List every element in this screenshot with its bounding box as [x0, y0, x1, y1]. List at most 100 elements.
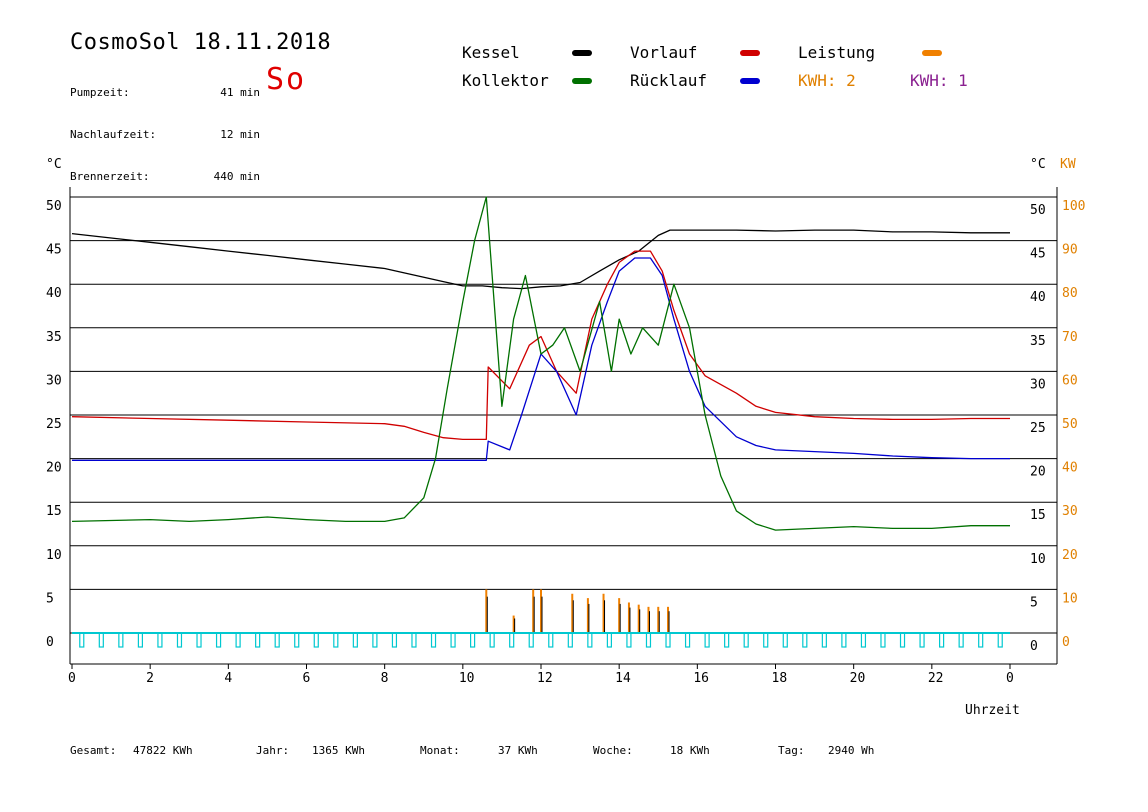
y-tick-kw: 90: [1062, 243, 1078, 258]
footer-gesamt-value: 47822 KWh: [133, 744, 193, 757]
series-line-kollektor: [71, 196, 1010, 531]
pump-marker: [430, 632, 437, 648]
pump-marker: [821, 632, 827, 648]
legend-kwh1-label: KWH: 1: [910, 71, 968, 90]
y-tick-left: 15: [46, 504, 62, 519]
y-tick-right: 10: [1030, 552, 1046, 567]
footer-jahr-label: Jahr:: [256, 744, 290, 757]
x-tick-label: 4: [224, 671, 232, 686]
y-tick-kw: 40: [1062, 461, 1078, 476]
pump-marker: [724, 632, 730, 648]
pump-marker: [528, 632, 534, 648]
y-tick-kw: 50: [1062, 417, 1078, 432]
x-tick-label: 14: [615, 671, 631, 686]
legend-kollektor-swatch: [572, 78, 592, 84]
legend-ruecklauf-swatch: [740, 78, 760, 84]
y-tick-kw: 10: [1062, 591, 1078, 606]
y-tick-left: 45: [46, 243, 62, 258]
pump-marker: [391, 632, 398, 648]
footer-woche-label: Woche:: [593, 744, 633, 757]
y-tick-right: 45: [1030, 247, 1046, 262]
pump-marker: [567, 632, 573, 648]
pump-marker: [626, 632, 632, 648]
weekday-label: So: [266, 62, 307, 97]
y-tick-left: 5: [46, 591, 54, 606]
stat-label: Pumpzeit:: [70, 86, 130, 99]
y-tick-right: 20: [1030, 465, 1046, 480]
y-tick-right: 40: [1030, 290, 1046, 305]
pump-marker: [352, 632, 358, 648]
y-tick-left: 20: [46, 461, 62, 476]
y-tick-kw: 70: [1062, 330, 1078, 345]
footer-tag-value: 2940 Wh: [828, 744, 875, 757]
y-axis-unit-right: °C: [1030, 157, 1046, 172]
y-tick-right: 0: [1030, 639, 1038, 654]
x-tick-label: 8: [381, 671, 389, 686]
y-axis-unit-left: °C: [46, 157, 62, 172]
series-line-kessel: [71, 229, 1010, 290]
pump-marker: [782, 632, 788, 648]
legend-kwh2-label: KWH: 2: [798, 71, 856, 90]
footer-tag-label: Tag:: [778, 744, 805, 757]
pump-marker: [137, 632, 143, 648]
y-tick-right: 50: [1030, 203, 1046, 218]
chart-title: CosmoSol 18.11.2018: [70, 30, 332, 55]
pump-marker: [235, 632, 241, 648]
y-tick-kw: 0: [1062, 635, 1070, 650]
legend-vorlauf-swatch: [740, 50, 760, 56]
y-tick-right: 30: [1030, 377, 1046, 392]
pump-marker: [294, 632, 300, 648]
y-tick-kw: 80: [1062, 286, 1078, 301]
pump-marker: [313, 632, 319, 648]
pump-marker: [548, 632, 554, 648]
y-tick-left: 40: [46, 286, 62, 301]
pump-marker: [79, 632, 85, 648]
pump-marker: [509, 632, 515, 648]
y-tick-left: 10: [46, 548, 62, 563]
pump-marker: [978, 632, 984, 648]
pump-marker: [763, 632, 769, 648]
pump-marker: [899, 632, 906, 648]
pump-marker: [372, 632, 378, 648]
pump-marker: [860, 632, 867, 648]
pump-marker: [606, 632, 612, 648]
stat-brennerzeit: Brennerzeit: 440 min: [70, 170, 260, 184]
pump-marker: [645, 632, 652, 648]
x-tick-label: 0: [68, 671, 76, 686]
legend-kessel-swatch: [572, 50, 592, 56]
y-tick-left: 25: [46, 417, 62, 432]
pump-marker: [665, 632, 671, 648]
x-tick-label: 6: [303, 671, 311, 686]
pump-marker: [255, 632, 261, 648]
y-axis-unit-kw: KW: [1060, 157, 1076, 172]
pump-marker: [997, 632, 1003, 648]
y-tick-right: 25: [1030, 421, 1046, 436]
series-line-ruecklauf: [72, 257, 1010, 461]
pump-marker: [215, 632, 222, 648]
x-tick-label: 18: [772, 671, 788, 686]
pump-marker: [118, 632, 124, 648]
pump-marker: [802, 632, 808, 648]
y-tick-left: 0: [46, 635, 54, 650]
y-tick-left: 50: [46, 199, 62, 214]
legend-leistung-swatch: [922, 50, 942, 56]
footer-woche-value: 18 KWh: [670, 744, 710, 757]
pump-marker: [196, 632, 202, 648]
stat-nachlaufzeit: Nachlaufzeit: 12 min: [70, 128, 260, 142]
y-tick-right: 35: [1030, 334, 1046, 349]
stat-label: Brennerzeit:: [70, 170, 150, 183]
y-tick-left: 35: [46, 330, 62, 345]
legend-kollektor-label: Kollektor: [462, 71, 549, 90]
legend-ruecklauf-label: Rücklauf: [630, 71, 708, 90]
y-tick-right: 15: [1030, 508, 1046, 523]
x-tick-label: 2: [146, 671, 154, 686]
x-tick-label: 12: [537, 671, 553, 686]
stats-block: Pumpzeit: 41 min Nachlaufzeit: 12 min Bren…: [70, 58, 260, 198]
y-tick-right: 5: [1030, 595, 1038, 610]
y-tick-kw: 30: [1062, 504, 1078, 519]
x-tick-label: 10: [459, 671, 475, 686]
pump-marker: [880, 632, 886, 648]
stat-value: 12 min: [220, 128, 260, 141]
pump-marker: [411, 632, 417, 648]
